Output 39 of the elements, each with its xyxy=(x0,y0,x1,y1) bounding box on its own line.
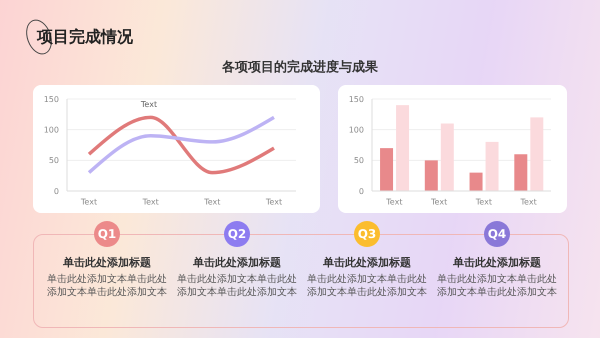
y-tick-label: 0 xyxy=(358,186,364,196)
x-tick-label: Text xyxy=(264,198,282,207)
y-tick-label: 0 xyxy=(54,186,59,196)
bar xyxy=(424,160,438,191)
bar xyxy=(470,172,483,191)
bar xyxy=(440,124,454,191)
x-tick-label: Text xyxy=(80,198,98,207)
category-label: Q3 xyxy=(354,221,380,247)
category-label: Q4 xyxy=(484,221,510,247)
x-tick-label: Text xyxy=(520,198,537,207)
x-tick-label: Text xyxy=(142,198,159,207)
y-tick-label: 150 xyxy=(348,94,364,104)
y-tick-label: 100 xyxy=(44,126,59,135)
y-tick-label: 50 xyxy=(48,156,59,166)
text: 单击此处添加标题 xyxy=(322,255,412,270)
bar xyxy=(530,117,544,191)
category-label: Q1 xyxy=(94,221,120,247)
category-label: Q2 xyxy=(224,221,250,247)
y-tick-label: 50 xyxy=(354,156,364,166)
text: 单击此处添加文本单击此处添加文本单击此处添加文本 xyxy=(436,273,558,299)
y-tick-label: 150 xyxy=(44,94,59,104)
bar xyxy=(486,142,499,191)
annotation: Text xyxy=(140,100,158,109)
bar xyxy=(514,154,528,191)
line-series xyxy=(87,116,276,174)
text: 单击此处添加文本单击此处添加文本单击此处添加文本 xyxy=(306,273,428,299)
text: 单击此处添加文本单击此处添加文本单击此处添加文本 xyxy=(46,273,168,299)
bar xyxy=(380,148,394,191)
x-tick-label: Text xyxy=(474,198,492,207)
x-tick-label: Text xyxy=(385,198,402,207)
chart-subtitle: 各项项目的完成进度与成果 xyxy=(221,58,379,76)
text: 单击此处添加标题 xyxy=(452,255,542,270)
text: 单击此处添加标题 xyxy=(192,255,282,270)
x-tick-label: Text xyxy=(203,198,220,207)
y-tick-label: 100 xyxy=(348,126,364,135)
text: 单击此处添加标题 xyxy=(62,255,152,270)
x-tick-label: Text xyxy=(430,198,448,207)
text: 单击此处添加文本单击此处添加文本单击此处添加文本 xyxy=(176,273,298,299)
bar xyxy=(396,105,410,191)
